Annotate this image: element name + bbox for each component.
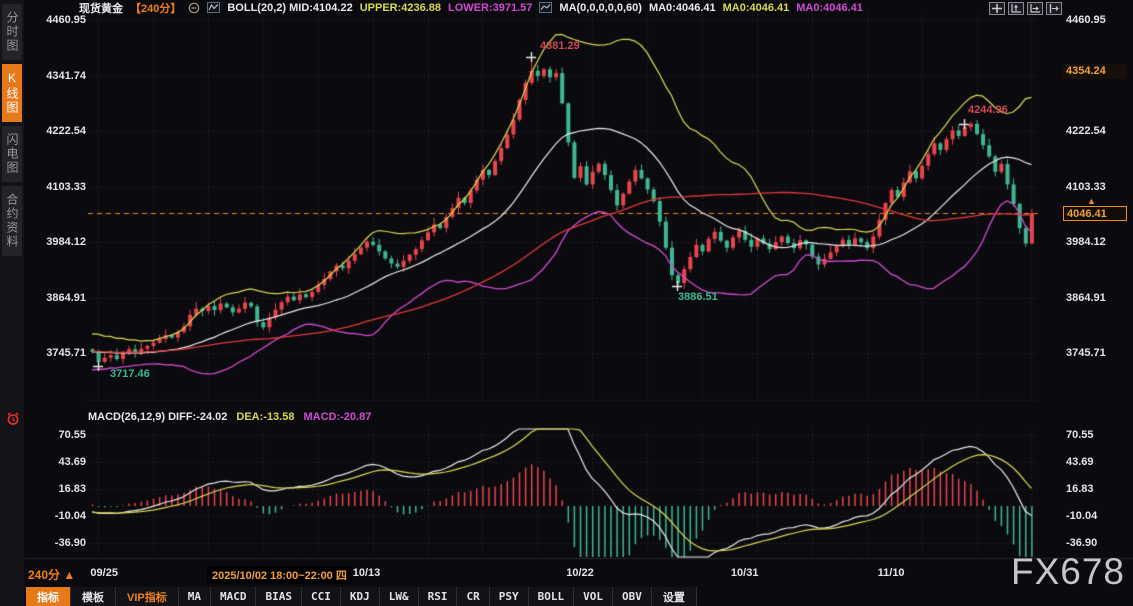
price-axis-label-right: 4103.33 — [1066, 181, 1106, 193]
crosshair-tool-icon[interactable] — [989, 2, 1005, 15]
macd-dea-value: DEA:-13.58 — [236, 411, 294, 423]
macd-name: MACD(26,12,9) — [88, 411, 165, 423]
price-axis-label-left: 4341.74 — [30, 70, 86, 82]
price-extreme-annotation: 4244.96 — [968, 104, 1008, 116]
price-axis-label-left: 3984.12 — [30, 236, 86, 248]
alarm-icon[interactable] — [6, 412, 20, 426]
indicator-button-psy[interactable]: PSY — [490, 587, 529, 606]
toolbar-tab-2[interactable]: VIP指标 — [116, 587, 179, 606]
macd-axis-label-left: 70.55 — [30, 429, 86, 441]
sidebar-tab-3[interactable]: 合约资料 — [2, 186, 22, 256]
boll-lower-value: LOWER:3971.57 — [448, 2, 532, 14]
ma0-value-3: MA0:4046.41 — [796, 2, 863, 14]
macd-diff-value: DIFF:-24.02 — [168, 411, 227, 423]
macd-axis-label-right: 70.55 — [1066, 429, 1094, 441]
last-price-marker: 4046.41 — [1063, 206, 1127, 221]
macd-axis-label-right: -10.04 — [1066, 510, 1097, 522]
price-axis-label-left: 4460.95 — [30, 14, 86, 26]
indicator-button-kdj[interactable]: KDJ — [341, 587, 380, 606]
price-axis-label-right: 3864.91 — [1066, 292, 1106, 304]
sidebar-tab-1[interactable]: K线图 — [2, 64, 22, 122]
macd-macd-value: MACD:-20.87 — [303, 411, 371, 423]
indicator-button-cr[interactable]: CR — [457, 587, 489, 606]
sidebar-tab-2[interactable]: 闪电图 — [2, 126, 22, 182]
indicator-button-vol[interactable]: VOL — [574, 587, 613, 606]
price-axis-label-right: 4460.95 — [1066, 14, 1106, 26]
boll-upper-value: UPPER:4236.88 — [360, 2, 441, 14]
price-axis-label-left: 4103.33 — [30, 181, 86, 193]
indicator-button-rsi[interactable]: RSI — [419, 587, 458, 606]
pan-right-icon[interactable] — [1046, 2, 1062, 15]
indicator-button-lw[interactable]: LW& — [380, 587, 419, 606]
indicator-button-macd[interactable]: MACD — [211, 587, 257, 606]
crosshair-date-tooltip: 2025/10/02 18:00~22:00 四 — [207, 566, 352, 584]
price-extreme-annotation: 3886.51 — [678, 291, 718, 303]
session-high-marker: 4354.24 — [1063, 64, 1127, 79]
window-controls — [989, 2, 1062, 15]
settings-button[interactable]: 设置 — [652, 587, 697, 606]
collapse-icon[interactable] — [188, 2, 200, 14]
ma0-value-1: MA0:4046.41 — [649, 2, 716, 14]
price-extreme-annotation: 4381.29 — [540, 40, 580, 52]
macd-axis-label-left: -36.90 — [30, 537, 86, 549]
macd-axis-label-right: 43.69 — [1066, 456, 1094, 468]
chart-type-sidebar: 分时图 K线图闪电图合约资料 — [0, 0, 24, 606]
chart-header: 现货黄金 【240分】 BOLL(20,2) MID:4104.22 UPPER… — [24, 0, 1133, 15]
period-label[interactable]: 【240分】 — [130, 0, 181, 16]
macd-axis-label-right: -36.90 — [1066, 537, 1097, 549]
boll-indicator-icon — [207, 2, 220, 13]
indicator-toolbar: 指标模板VIP指标MAMACDBIASCCIKDJLW&RSICRPSYBOLL… — [26, 587, 697, 606]
x-axis-date-label: 10/13 — [353, 567, 381, 579]
price-extreme-annotation: 3717.46 — [110, 368, 150, 380]
ma-indicator-icon — [539, 2, 552, 13]
symbol-title: 现货黄金 — [79, 0, 123, 16]
period-selector[interactable]: 240分 ▲ — [28, 566, 75, 583]
price-axis-label-left: 3745.71 — [30, 347, 86, 359]
x-axis-date-label: 10/22 — [566, 567, 594, 579]
x-axis-date-label: 10/31 — [731, 567, 759, 579]
indicator-button-bias[interactable]: BIAS — [256, 587, 302, 606]
scale-horizontal-icon[interactable] — [1027, 2, 1043, 15]
price-axis-label-left: 3864.91 — [30, 292, 86, 304]
boll-legend: BOLL(20,2) MID:4104.22 — [227, 2, 352, 14]
period-up-arrow-icon: ▲ — [63, 568, 75, 582]
sidebar-tab-0[interactable]: 分时图 — [2, 4, 22, 60]
price-chart-canvas[interactable] — [0, 0, 1133, 587]
indicator-button-cci[interactable]: CCI — [302, 587, 341, 606]
price-axis-label-right: 3745.71 — [1066, 347, 1106, 359]
indicator-button-ma[interactable]: MA — [179, 587, 211, 606]
toolbar-tab-0[interactable]: 指标 — [26, 587, 71, 606]
scale-vertical-icon[interactable] — [1008, 2, 1024, 15]
macd-axis-label-left: -10.04 — [30, 510, 86, 522]
price-marker-arrow-icon: ▲ — [1087, 196, 1096, 206]
ma-legend: MA(0,0,0,0,0,60) — [559, 2, 642, 14]
watermark: FX678 — [1011, 551, 1125, 593]
macd-axis-label-right: 16.83 — [1066, 483, 1094, 495]
x-axis-date-label: 11/10 — [878, 567, 905, 579]
ma0-value-2: MA0:4046.41 — [723, 2, 790, 14]
trading-chart-app: 分时图 K线图闪电图合约资料 现货黄金 【240分】 BOLL(20,2) MID… — [0, 0, 1133, 606]
toolbar-tab-1[interactable]: 模板 — [71, 587, 116, 606]
price-axis-label-right: 4222.54 — [1066, 125, 1106, 137]
macd-axis-label-left: 16.83 — [30, 483, 86, 495]
macd-axis-label-left: 43.69 — [30, 456, 86, 468]
x-axis-date-label: 09/25 — [90, 567, 118, 579]
price-axis-label-left: 4222.54 — [30, 125, 86, 137]
price-axis-label-right: 3984.12 — [1066, 236, 1106, 248]
indicator-button-boll[interactable]: BOLL — [529, 587, 575, 606]
indicator-button-obv[interactable]: OBV — [613, 587, 652, 606]
macd-legend: MACD(26,12,9) DIFF:-24.02 DEA:-13.58 MAC… — [88, 411, 371, 423]
